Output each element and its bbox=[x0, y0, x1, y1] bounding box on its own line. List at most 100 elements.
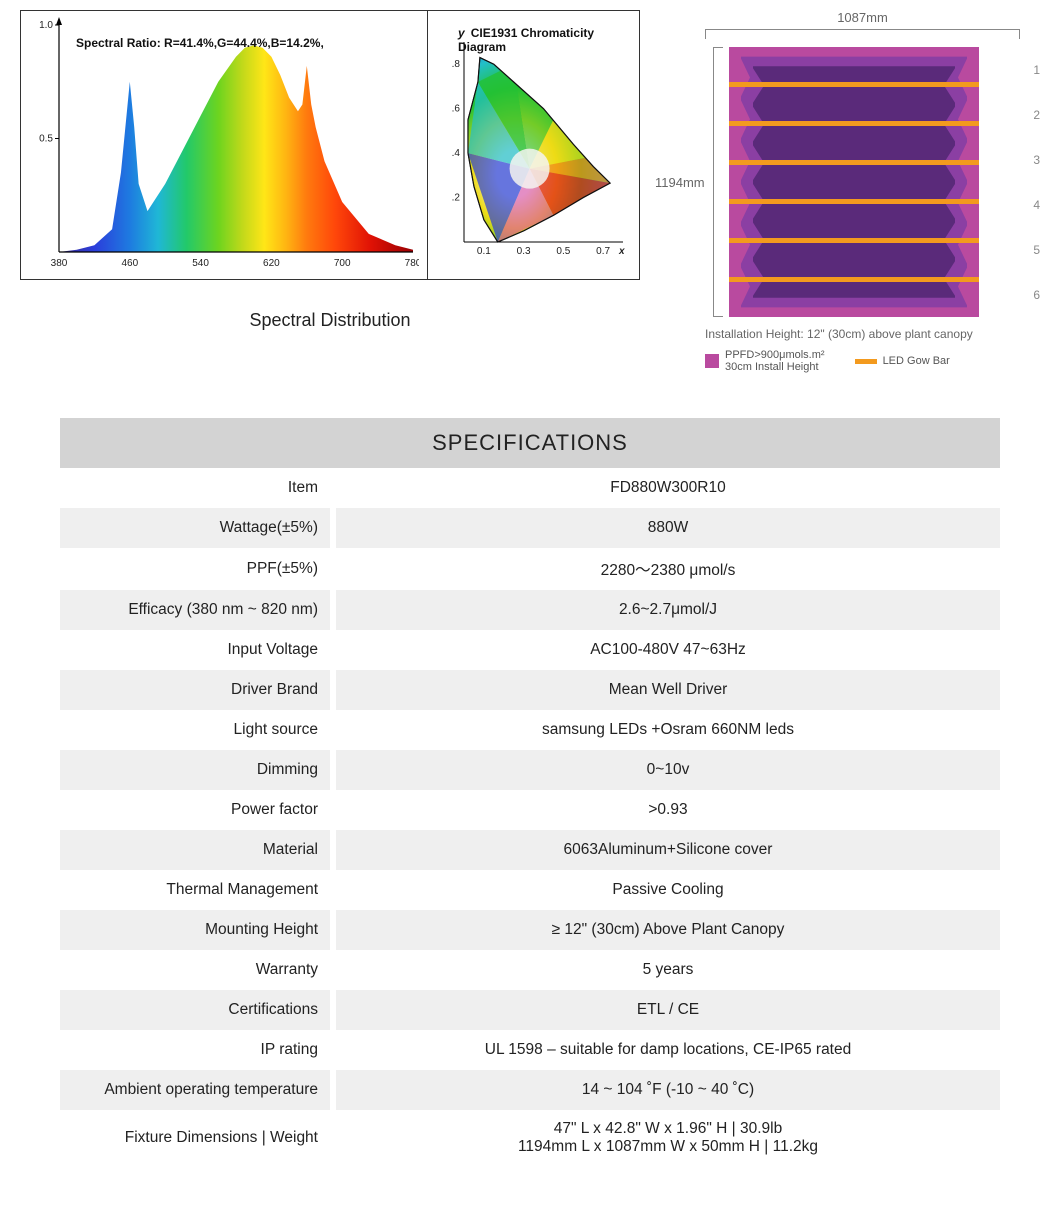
ppfd-bar-number: 3 bbox=[1033, 153, 1040, 167]
area-chart-svg: 3804605406207007800.51.0 bbox=[29, 17, 419, 272]
svg-text:700: 700 bbox=[334, 258, 351, 269]
top-row: Spectral Ratio: R=41.4%,G=44.4%,B=14.2%,… bbox=[20, 10, 1040, 373]
spec-table: SPECIFICATIONS ItemFD880W300R10Wattage(±… bbox=[60, 418, 1000, 1166]
spec-row-value: Mean Well Driver bbox=[336, 670, 1000, 710]
spec-row-value: samsung LEDs +Osram 660NM leds bbox=[336, 710, 1000, 750]
spec-row-label: Power factor bbox=[60, 790, 330, 830]
spec-row-value: Passive Cooling bbox=[336, 870, 1000, 910]
spec-row: Thermal ManagementPassive Cooling bbox=[60, 870, 1000, 910]
ppfd-legend: PPFD>900μmols.m² 30cm Install Height LED… bbox=[705, 349, 1040, 373]
legend-ppfd-swatch bbox=[705, 354, 719, 368]
spec-row: Dimming0~10v bbox=[60, 750, 1000, 790]
legend-bar: LED Gow Bar bbox=[855, 355, 950, 367]
spec-row-label: Item bbox=[60, 468, 330, 508]
spec-row: Input VoltageAC100-480V 47~63Hz bbox=[60, 630, 1000, 670]
spec-row-value: 0~10v bbox=[336, 750, 1000, 790]
spec-row: Mounting Height≥ 12" (30cm) Above Plant … bbox=[60, 910, 1000, 950]
spec-rows: ItemFD880W300R10Wattage(±5%)880WPPF(±5%)… bbox=[60, 468, 1000, 1166]
spec-row-value: AC100-480V 47~63Hz bbox=[336, 630, 1000, 670]
area-title-ratios: R=41.4%,G=44.4%,B=14.2%, bbox=[161, 36, 324, 50]
spec-row-label: PPF(±5%) bbox=[60, 548, 330, 590]
spec-row-label: Efficacy (380 nm ~ 820 nm) bbox=[60, 590, 330, 630]
spec-row-value: UL 1598 – suitable for damp locations, C… bbox=[336, 1030, 1000, 1070]
spec-row-value: >0.93 bbox=[336, 790, 1000, 830]
legend-ppfd-text: PPFD>900μmols.m² 30cm Install Height bbox=[725, 349, 825, 373]
spec-row-label: Certifications bbox=[60, 990, 330, 1030]
svg-text:620: 620 bbox=[263, 258, 280, 269]
ppfd-left-bracket bbox=[713, 47, 723, 317]
spec-row: Ambient operating temperature14 ~ 104 ˚F… bbox=[60, 1070, 1000, 1110]
spec-row-value: FD880W300R10 bbox=[336, 468, 1000, 508]
spectral-caption: Spectral Distribution bbox=[20, 310, 640, 331]
ppfd-main: 1194mm 123456 bbox=[655, 47, 1040, 317]
svg-text:0.7: 0.7 bbox=[596, 246, 610, 257]
spec-row-label: Fixture Dimensions | Weight bbox=[60, 1110, 330, 1166]
spectral-block: Spectral Ratio: R=41.4%,G=44.4%,B=14.2%,… bbox=[20, 10, 640, 331]
svg-text:380: 380 bbox=[51, 258, 68, 269]
chroma-title-text: CIE1931 Chromaticity Diagram bbox=[458, 26, 594, 54]
spec-row: Driver BrandMean Well Driver bbox=[60, 670, 1000, 710]
spec-row-label: Ambient operating temperature bbox=[60, 1070, 330, 1110]
ppfd-bar-number: 2 bbox=[1033, 108, 1040, 122]
chromaticity-chart: yCIE1931 Chromaticity Diagram 0.1 0.3 0.5 0… bbox=[428, 11, 639, 279]
ppfd-install-note: Installation Height: 12" (30cm) above pl… bbox=[705, 327, 1040, 341]
ppfd-panel bbox=[729, 47, 1024, 317]
spec-row-label: Thermal Management bbox=[60, 870, 330, 910]
spec-row: Wattage(±5%)880W bbox=[60, 508, 1000, 548]
spec-row: Efficacy (380 nm ~ 820 nm)2.6~2.7μmol/J bbox=[60, 590, 1000, 630]
spec-row: IP ratingUL 1598 – suitable for damp loc… bbox=[60, 1030, 1000, 1070]
spec-row: ItemFD880W300R10 bbox=[60, 468, 1000, 508]
spec-row-label: IP rating bbox=[60, 1030, 330, 1070]
ppfd-svg bbox=[729, 47, 979, 317]
spec-row: Material6063Aluminum+Silicone cover bbox=[60, 830, 1000, 870]
spec-row-value: 6063Aluminum+Silicone cover bbox=[336, 830, 1000, 870]
spectral-area-chart: Spectral Ratio: R=41.4%,G=44.4%,B=14.2%,… bbox=[21, 11, 428, 279]
spec-row-label: Dimming bbox=[60, 750, 330, 790]
ppfd-block: 1087mm 1194mm 123456 Installation Height… bbox=[655, 10, 1040, 373]
ppfd-bar-number: 4 bbox=[1033, 198, 1040, 212]
spec-row-label: Material bbox=[60, 830, 330, 870]
spec-row: PPF(±5%)2280～2380 μmol/s bbox=[60, 548, 1000, 590]
spec-row-label: Driver Brand bbox=[60, 670, 330, 710]
legend-ppfd-line2: 30cm Install Height bbox=[725, 361, 819, 373]
svg-text:0.5: 0.5 bbox=[556, 246, 570, 257]
spec-row-value: ETL / CE bbox=[336, 990, 1000, 1030]
legend-bar-text: LED Gow Bar bbox=[883, 355, 950, 367]
spec-row-value: 880W bbox=[336, 508, 1000, 548]
area-chart-title: Spectral Ratio: R=41.4%,G=44.4%,B=14.2%, bbox=[76, 36, 324, 50]
spec-row-label: Warranty bbox=[60, 950, 330, 990]
svg-text:460: 460 bbox=[121, 258, 138, 269]
spec-row: Fixture Dimensions | Weight47" L x 42.8"… bbox=[60, 1110, 1000, 1166]
spec-row-label: Mounting Height bbox=[60, 910, 330, 950]
svg-text:780: 780 bbox=[405, 258, 419, 269]
svg-text:.8: .8 bbox=[452, 59, 461, 70]
spec-row-label: Light source bbox=[60, 710, 330, 750]
svg-text:.2: .2 bbox=[452, 193, 461, 204]
svg-text:.4: .4 bbox=[452, 148, 461, 159]
chroma-y-axis-label: y bbox=[458, 26, 465, 40]
svg-text:.6: .6 bbox=[452, 104, 461, 115]
svg-text:0.3: 0.3 bbox=[517, 246, 531, 257]
ppfd-bar-numbers: 123456 bbox=[1029, 47, 1040, 317]
legend-ppfd: PPFD>900μmols.m² 30cm Install Height bbox=[705, 349, 825, 373]
spec-row-value: 2.6~2.7μmol/J bbox=[336, 590, 1000, 630]
svg-text:x: x bbox=[618, 246, 625, 257]
legend-bar-swatch bbox=[855, 359, 877, 364]
spec-row: Light sourcesamsung LEDs +Osram 660NM le… bbox=[60, 710, 1000, 750]
ppfd-bar-number: 5 bbox=[1033, 243, 1040, 257]
spec-row-value: 5 years bbox=[336, 950, 1000, 990]
svg-text:540: 540 bbox=[192, 258, 209, 269]
ppfd-top-bracket bbox=[705, 29, 1020, 39]
legend-ppfd-line1: PPFD>900μmols.m² bbox=[725, 349, 825, 361]
page: Spectral Ratio: R=41.4%,G=44.4%,B=14.2%,… bbox=[0, 0, 1060, 1196]
spec-header: SPECIFICATIONS bbox=[60, 418, 1000, 468]
spec-row: Warranty5 years bbox=[60, 950, 1000, 990]
spec-row: Power factor>0.93 bbox=[60, 790, 1000, 830]
ppfd-height-label: 1194mm bbox=[655, 47, 707, 317]
chart-pair: Spectral Ratio: R=41.4%,G=44.4%,B=14.2%,… bbox=[20, 10, 640, 280]
svg-text:0.1: 0.1 bbox=[477, 246, 491, 257]
chroma-title: yCIE1931 Chromaticity Diagram bbox=[458, 26, 639, 54]
spec-row-value: 14 ~ 104 ˚F (-10 ~ 40 ˚C) bbox=[336, 1070, 1000, 1110]
spec-row-value: 47" L x 42.8" W x 1.96" H | 30.9lb 1194m… bbox=[336, 1110, 1000, 1166]
spec-row: CertificationsETL / CE bbox=[60, 990, 1000, 1030]
